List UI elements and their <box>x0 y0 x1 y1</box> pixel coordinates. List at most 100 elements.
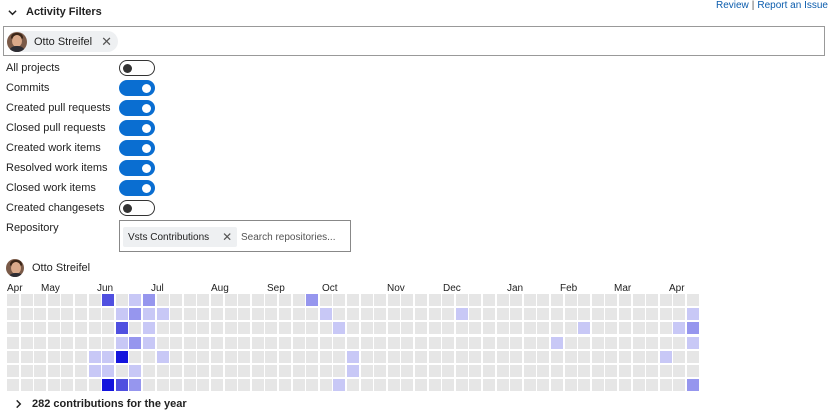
heatmap-cell[interactable] <box>34 308 46 320</box>
heatmap-cell[interactable] <box>170 365 182 377</box>
heatmap-cell[interactable] <box>279 365 291 377</box>
filter-toggle[interactable] <box>119 200 155 216</box>
heatmap-cell[interactable] <box>687 322 699 334</box>
heatmap-cell[interactable] <box>61 322 73 334</box>
heatmap-cell[interactable] <box>401 308 413 320</box>
report-issue-link[interactable]: Report an Issue <box>757 0 828 11</box>
heatmap-cell[interactable] <box>75 322 87 334</box>
heatmap-cell[interactable] <box>524 294 536 306</box>
heatmap-cell[interactable] <box>592 322 604 334</box>
heatmap-cell[interactable] <box>483 379 495 391</box>
heatmap-cell[interactable] <box>660 308 672 320</box>
heatmap-cell[interactable] <box>429 365 441 377</box>
user-picker[interactable]: Otto Streifel ✕ <box>3 26 825 56</box>
heatmap-cell[interactable] <box>497 308 509 320</box>
heatmap-cell[interactable] <box>510 351 522 363</box>
heatmap-cell[interactable] <box>265 322 277 334</box>
heatmap-cell[interactable] <box>619 365 631 377</box>
heatmap-cell[interactable] <box>34 379 46 391</box>
heatmap-cell[interactable] <box>265 351 277 363</box>
heatmap-cell[interactable] <box>129 351 141 363</box>
heatmap-cell[interactable] <box>483 308 495 320</box>
heatmap-cell[interactable] <box>89 322 101 334</box>
heatmap-cell[interactable] <box>7 351 19 363</box>
heatmap-cell[interactable] <box>429 337 441 349</box>
heatmap-cell[interactable] <box>497 379 509 391</box>
heatmap-cell[interactable] <box>605 351 617 363</box>
heatmap-cell[interactable] <box>565 379 577 391</box>
heatmap-cell[interactable] <box>279 337 291 349</box>
heatmap-cell[interactable] <box>48 337 60 349</box>
heatmap-cell[interactable] <box>306 308 318 320</box>
heatmap-cell[interactable] <box>483 351 495 363</box>
heatmap-cell[interactable] <box>401 337 413 349</box>
heatmap-cell[interactable] <box>483 294 495 306</box>
heatmap-cell[interactable] <box>537 322 549 334</box>
heatmap-cell[interactable] <box>347 322 359 334</box>
heatmap-cell[interactable] <box>34 351 46 363</box>
heatmap-cell[interactable] <box>89 308 101 320</box>
heatmap-cell[interactable] <box>605 322 617 334</box>
heatmap-cell[interactable] <box>211 351 223 363</box>
heatmap-cell[interactable] <box>347 308 359 320</box>
heatmap-cell[interactable] <box>279 322 291 334</box>
heatmap-cell[interactable] <box>374 294 386 306</box>
heatmap-cell[interactable] <box>660 294 672 306</box>
heatmap-cell[interactable] <box>157 294 169 306</box>
heatmap-cell[interactable] <box>537 308 549 320</box>
heatmap-cell[interactable] <box>429 351 441 363</box>
heatmap-cell[interactable] <box>265 337 277 349</box>
heatmap-cell[interactable] <box>592 365 604 377</box>
heatmap-cell[interactable] <box>293 365 305 377</box>
heatmap-cell[interactable] <box>442 308 454 320</box>
heatmap-cell[interactable] <box>7 308 19 320</box>
heatmap-cell[interactable] <box>252 322 264 334</box>
filter-toggle[interactable] <box>119 160 155 176</box>
heatmap-cell[interactable] <box>537 337 549 349</box>
heatmap-cell[interactable] <box>320 308 332 320</box>
heatmap-cell[interactable] <box>565 351 577 363</box>
heatmap-cell[interactable] <box>238 337 250 349</box>
heatmap-cell[interactable] <box>524 365 536 377</box>
heatmap-cell[interactable] <box>687 365 699 377</box>
heatmap-cell[interactable] <box>415 308 427 320</box>
heatmap-cell[interactable] <box>592 337 604 349</box>
heatmap-cell[interactable] <box>673 351 685 363</box>
heatmap-cell[interactable] <box>483 365 495 377</box>
heatmap-cell[interactable] <box>306 365 318 377</box>
heatmap-cell[interactable] <box>415 379 427 391</box>
heatmap-cell[interactable] <box>660 351 672 363</box>
repository-picker[interactable]: Vsts Contributions ✕ <box>119 220 351 252</box>
contributions-summary[interactable]: 282 contributions for the year <box>14 398 187 410</box>
heatmap-cell[interactable] <box>646 308 658 320</box>
heatmap-cell[interactable] <box>238 351 250 363</box>
heatmap-cell[interactable] <box>293 351 305 363</box>
heatmap-cell[interactable] <box>170 322 182 334</box>
activity-filters-header[interactable]: Activity Filters <box>8 3 102 21</box>
heatmap-cell[interactable] <box>469 379 481 391</box>
heatmap-cell[interactable] <box>211 379 223 391</box>
heatmap-cell[interactable] <box>551 294 563 306</box>
heatmap-cell[interactable] <box>21 308 33 320</box>
heatmap-cell[interactable] <box>48 365 60 377</box>
heatmap-cell[interactable] <box>605 337 617 349</box>
heatmap-cell[interactable] <box>646 351 658 363</box>
heatmap-cell[interactable] <box>48 294 60 306</box>
heatmap-cell[interactable] <box>333 351 345 363</box>
heatmap-cell[interactable] <box>170 294 182 306</box>
heatmap-cell[interactable] <box>415 337 427 349</box>
heatmap-cell[interactable] <box>279 308 291 320</box>
heatmap-cell[interactable] <box>347 351 359 363</box>
heatmap-cell[interactable] <box>537 365 549 377</box>
heatmap-cell[interactable] <box>293 294 305 306</box>
heatmap-cell[interactable] <box>157 379 169 391</box>
heatmap-cell[interactable] <box>401 351 413 363</box>
remove-repository-icon[interactable]: ✕ <box>222 230 233 244</box>
heatmap-cell[interactable] <box>605 379 617 391</box>
heatmap-cell[interactable] <box>361 322 373 334</box>
heatmap-cell[interactable] <box>456 351 468 363</box>
heatmap-cell[interactable] <box>7 379 19 391</box>
heatmap-cell[interactable] <box>510 365 522 377</box>
heatmap-cell[interactable] <box>633 308 645 320</box>
heatmap-cell[interactable] <box>7 294 19 306</box>
